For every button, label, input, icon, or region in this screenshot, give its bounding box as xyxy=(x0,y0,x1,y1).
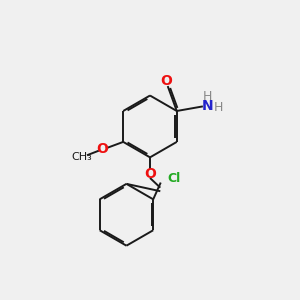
Text: N: N xyxy=(202,99,213,113)
Text: O: O xyxy=(144,167,156,181)
Text: H: H xyxy=(202,90,212,103)
Text: Cl: Cl xyxy=(167,172,181,185)
Text: H: H xyxy=(214,101,223,114)
Text: CH₃: CH₃ xyxy=(71,152,92,162)
Text: O: O xyxy=(160,74,172,88)
Text: O: O xyxy=(97,142,108,157)
